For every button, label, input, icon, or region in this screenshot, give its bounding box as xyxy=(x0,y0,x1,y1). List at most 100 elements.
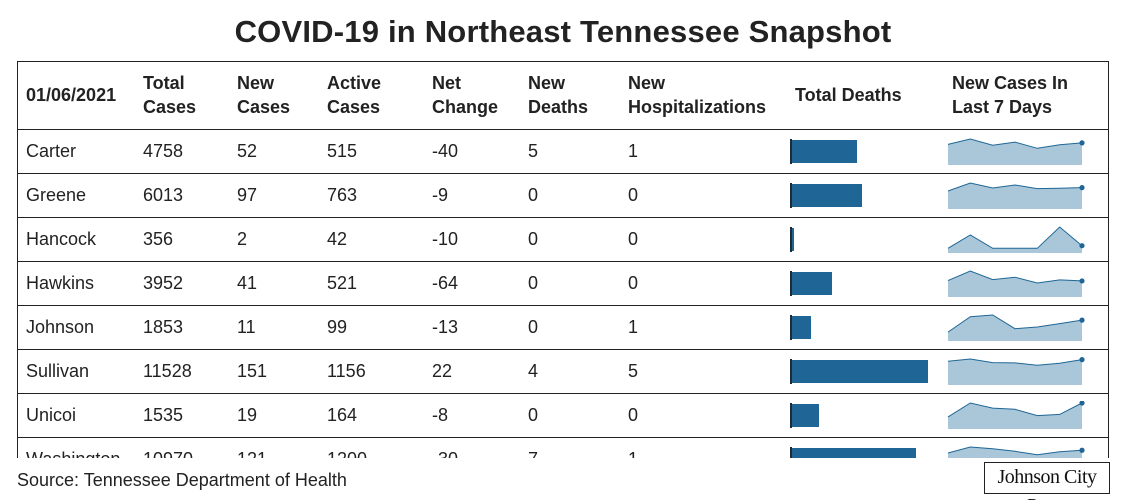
county-cell: Carter xyxy=(18,129,134,174)
new-deaths-cell: 0 xyxy=(519,173,619,218)
header-total-cases: Total Cases xyxy=(134,62,228,130)
deaths-bar-wrap xyxy=(790,270,940,296)
source-note: Source: Tennessee Department of Health xyxy=(17,470,347,490)
deaths-bar-axis xyxy=(790,446,792,458)
header-total-deaths: Total Deaths xyxy=(786,62,943,130)
sparkline-unicoi xyxy=(947,400,1085,429)
table-row: Johnson 1853 11 99 -13 0 1 xyxy=(18,305,1108,350)
deaths-bar-hawkins xyxy=(791,271,832,295)
sparkline-line xyxy=(947,269,1083,284)
total-cases-cell: 4758 xyxy=(134,129,228,174)
sparkline-carter xyxy=(947,137,1085,165)
sparkline-cell xyxy=(943,217,1108,262)
chart-title: COVID-19 in Northeast Tennessee Snapshot xyxy=(234,14,892,49)
new-deaths-cell: 4 xyxy=(519,349,619,394)
new-deaths-cell: 0 xyxy=(519,217,619,262)
header-new-deaths: New Deaths xyxy=(519,62,619,130)
net-change-cell: -13 xyxy=(423,305,519,350)
header-new-cases: New Cases xyxy=(228,62,318,130)
sparkline-last-point xyxy=(1079,356,1085,362)
net-change-cell: -40 xyxy=(423,129,519,174)
active-cases-cell: 164 xyxy=(318,393,423,438)
deaths-bar-axis xyxy=(790,358,792,384)
sparkline-area xyxy=(948,358,1082,385)
sparkline-last-point xyxy=(1079,139,1085,145)
total-deaths-cell xyxy=(786,305,943,350)
total-cases-cell: 356 xyxy=(134,217,228,262)
sparkline-washington xyxy=(947,445,1085,458)
sparkline-line xyxy=(947,313,1083,333)
net-change-cell: 22 xyxy=(423,349,519,394)
snapshot-table-frame: 01/06/2021 Total Cases New Cases Active Cas… xyxy=(17,61,1109,458)
sparkline-cell xyxy=(943,173,1108,218)
sparkline-area xyxy=(948,226,1082,253)
county-cell: Unicoi xyxy=(18,393,134,438)
county-cell: Greene xyxy=(18,173,134,218)
table-row: Hancock 356 2 42 -10 0 0 xyxy=(18,217,1108,262)
total-deaths-cell xyxy=(786,437,943,458)
total-cases-cell: 1853 xyxy=(134,305,228,350)
active-cases-cell: 42 xyxy=(318,217,423,262)
total-deaths-cell xyxy=(786,393,943,438)
deaths-bar-wrap xyxy=(790,182,940,208)
sparkline-line xyxy=(947,445,1083,455)
table-row: Hawkins 3952 41 521 -64 0 0 xyxy=(18,261,1108,306)
active-cases-cell: 515 xyxy=(318,129,423,174)
net-change-cell: -10 xyxy=(423,217,519,262)
header-net-change: Net Change xyxy=(423,62,519,130)
county-cell: Johnson xyxy=(18,305,134,350)
new-cases-cell: 19 xyxy=(228,393,318,438)
sparkline-johnson xyxy=(947,313,1085,341)
deaths-bar-sullivan xyxy=(791,359,928,383)
total-cases-cell: 3952 xyxy=(134,261,228,306)
net-change-cell: -8 xyxy=(423,393,519,438)
county-cell: Sullivan xyxy=(18,349,134,394)
total-deaths-cell xyxy=(786,173,943,218)
active-cases-cell: 1156 xyxy=(318,349,423,394)
deaths-bar-axis xyxy=(790,402,792,428)
new-hospitalizations-cell: 5 xyxy=(619,349,786,394)
deaths-bar-wrap xyxy=(790,358,940,384)
deaths-bar-johnson xyxy=(791,315,811,339)
deaths-bar-greene xyxy=(791,183,863,207)
sparkline-cell xyxy=(943,129,1108,174)
deaths-bar-axis xyxy=(790,270,792,296)
sparkline-last-point xyxy=(1079,242,1085,248)
total-cases-cell: 6013 xyxy=(134,173,228,218)
sparkline-hancock xyxy=(947,225,1085,253)
new-cases-cell: 52 xyxy=(228,129,318,174)
sparkline-last-point xyxy=(1079,447,1085,453)
county-cell: Hawkins xyxy=(18,261,134,306)
sparkline-area xyxy=(948,402,1082,429)
sparkline-area xyxy=(948,270,1082,297)
sparkline-cell xyxy=(943,349,1108,394)
new-cases-cell: 121 xyxy=(228,437,318,458)
new-cases-cell: 97 xyxy=(228,173,318,218)
total-deaths-cell xyxy=(786,349,943,394)
new-cases-cell: 11 xyxy=(228,305,318,350)
sparkline-area xyxy=(948,182,1082,209)
sparkline-line xyxy=(947,181,1083,191)
table-row: Washington109701211200-3071 xyxy=(18,437,1108,458)
sparkline-last-point xyxy=(1079,317,1085,323)
deaths-bar-carter xyxy=(791,139,857,163)
sparkline-cell xyxy=(943,261,1108,306)
deaths-bar-wrap xyxy=(790,314,940,340)
sparkline-line xyxy=(947,225,1083,249)
new-deaths-cell: 5 xyxy=(519,129,619,174)
new-deaths-cell: 0 xyxy=(519,393,619,438)
deaths-bar-axis xyxy=(790,182,792,208)
total-cases-cell: 11528 xyxy=(134,349,228,394)
total-deaths-cell xyxy=(786,217,943,262)
deaths-bar-washington xyxy=(791,447,916,458)
table-row: Sullivan 11528 151 1156 22 4 5 xyxy=(18,349,1108,394)
new-hospitalizations-cell: 0 xyxy=(619,393,786,438)
sparkline-area xyxy=(948,314,1082,341)
deaths-bar-unicoi xyxy=(791,403,819,427)
table-body: Carter 4758 52 515 -40 5 1 Greene 6013 97 763 -9 0 0 H… xyxy=(18,129,1108,458)
sparkline-last-point xyxy=(1079,277,1085,284)
total-cases-cell: 1535 xyxy=(134,393,228,438)
snapshot-table: 01/06/2021 Total Cases New Cases Active Cas… xyxy=(18,62,1108,458)
new-hospitalizations-cell: 1 xyxy=(619,305,786,350)
deaths-bar-axis xyxy=(790,138,792,164)
